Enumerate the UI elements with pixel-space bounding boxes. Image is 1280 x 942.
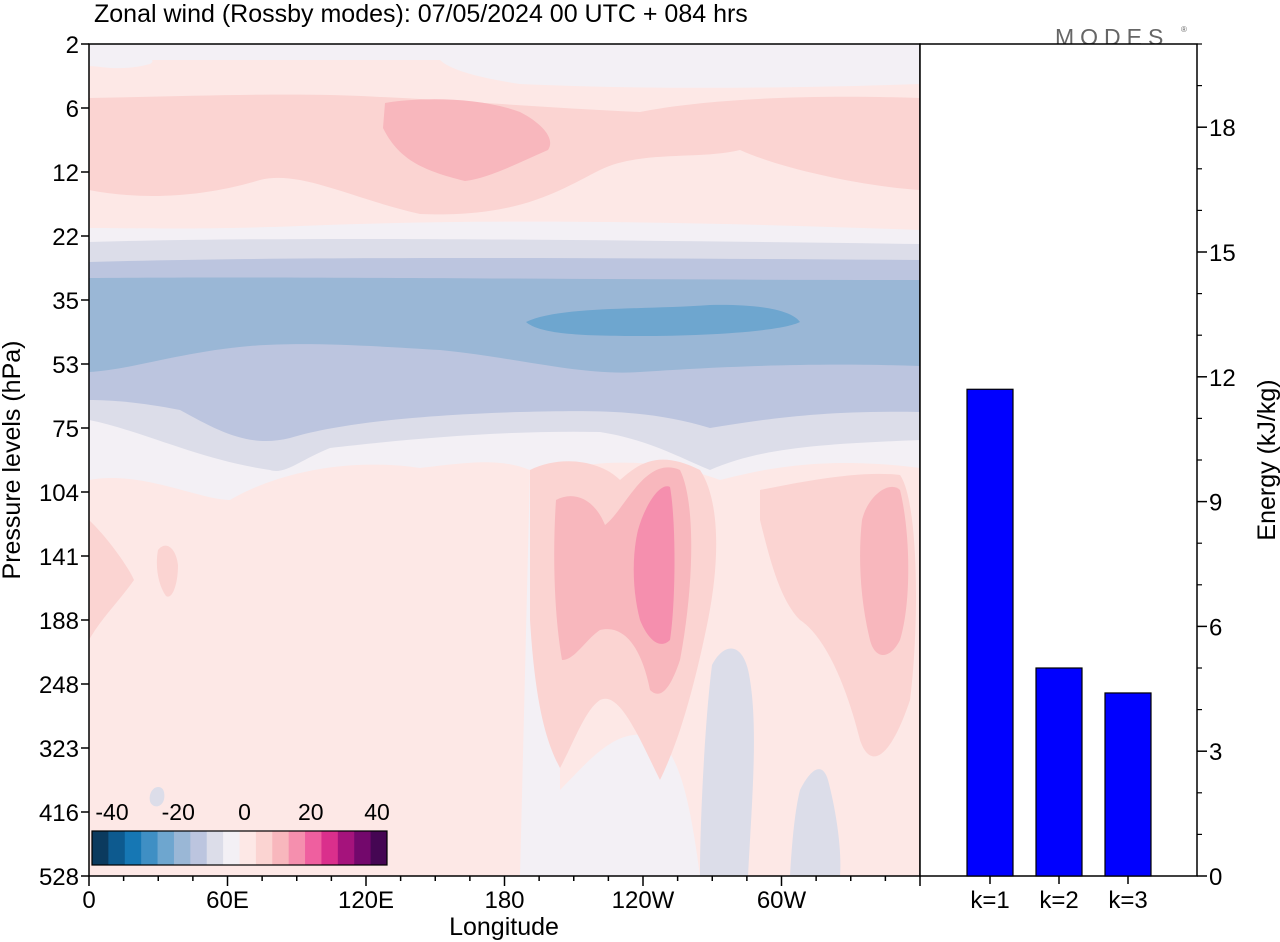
zonal-wind-contour-map [89, 44, 920, 876]
colorbar-swatch [239, 831, 257, 865]
contour-lower-easterly-3 [149, 786, 165, 807]
x-tick-label: 60W [757, 887, 807, 914]
colorbar-swatch [206, 831, 224, 865]
colorbar-swatch [370, 831, 388, 865]
y-tick-label: 35 [52, 288, 79, 315]
colorbar-tick-label: 0 [238, 799, 251, 825]
energy-tick-label: 12 [1209, 365, 1236, 392]
y-tick-label: 22 [52, 224, 79, 251]
contour-top-light [89, 52, 920, 88]
energy-axis: 0 3 6 9 12 15 18 [1197, 43, 1236, 891]
colorbar: -40 -20 0 20 40 [91, 799, 390, 866]
contour-easterly-core [526, 304, 800, 336]
x-tick-label: 60E [206, 887, 249, 914]
y-tick-label: 248 [39, 672, 79, 699]
logo-registered-mark: ® [1181, 25, 1187, 34]
y-tick-label: 416 [39, 800, 79, 827]
x-axis-label: Longitude [449, 913, 559, 941]
energy-axis-label: Energy (kJ/kg) [1253, 379, 1280, 540]
colorbar-swatch [157, 831, 175, 865]
x-tick-label: 120W [612, 887, 675, 914]
y-tick-label: 188 [39, 608, 79, 635]
y-tick-label: 104 [39, 480, 79, 507]
colorbar-swatch [223, 831, 240, 865]
bar-category-label: k=3 [1108, 887, 1147, 914]
contour-westerly-center-core [633, 486, 675, 644]
colorbar-swatch [141, 831, 159, 865]
energy-bars: k=1 k=2 k=3 [966, 388, 1152, 914]
x-tick-label: 180 [484, 887, 524, 914]
y-tick-label: 6 [66, 96, 79, 123]
bar-category-label: k=2 [1039, 887, 1078, 914]
contour-lower-easterly-1 [700, 648, 754, 876]
colorbar-swatch [190, 831, 208, 865]
y-tick-label: 2 [66, 32, 79, 59]
colorbar-tick-label: 40 [364, 799, 390, 825]
energy-bar [1104, 692, 1152, 877]
colorbar-swatch [272, 831, 290, 865]
y-tick-label: 12 [52, 160, 79, 187]
y-tick-label: 141 [39, 544, 79, 571]
y-tick-label: 75 [52, 416, 79, 443]
colorbar-swatch [337, 831, 355, 865]
colorbar-frame [91, 830, 388, 866]
energy-tick-label: 9 [1209, 490, 1222, 517]
y-tick-label: 53 [52, 352, 79, 379]
longitude-axis: 0 60E 120E 180 120W 60W [82, 876, 921, 914]
energy-tick-label: 3 [1209, 739, 1222, 766]
colorbar-swatch [288, 831, 306, 865]
colorbar-swatch [305, 831, 322, 865]
colorbar-tick-label: -20 [162, 799, 195, 825]
colorbar-swatch [108, 831, 126, 865]
colorbar-swatch [173, 831, 191, 865]
contour-upper-westerly-core [383, 99, 551, 181]
y-tick-label: 528 [39, 864, 79, 891]
colorbar-swatch [321, 831, 339, 865]
y-axis-label: Pressure levels (hPa) [0, 341, 26, 580]
energy-tick-label: 18 [1209, 115, 1236, 142]
x-tick-label: 120E [338, 887, 394, 914]
colorbar-swatch [92, 831, 109, 865]
pressure-axis: 2 6 12 22 35 53 75 104 141 188 248 323 416 528 [39, 32, 89, 891]
colorbar-tick-label: 20 [298, 799, 324, 825]
contour-lower-easterly-2 [790, 769, 841, 876]
colorbar-swatch [354, 831, 372, 865]
colorbar-swatch [255, 831, 273, 865]
contour-westerly-west [89, 520, 178, 640]
x-tick-label: 0 [82, 887, 95, 914]
y-tick-label: 323 [39, 736, 79, 763]
energy-tick-label: 15 [1209, 240, 1236, 267]
colorbar-tick-label: -40 [95, 799, 128, 825]
energy-tick-label: 6 [1209, 614, 1222, 641]
energy-bar [966, 388, 1014, 877]
contour-easterly-medium [89, 277, 920, 373]
energy-tick-label: 0 [1209, 864, 1222, 891]
energy-bar [1035, 667, 1083, 877]
colorbar-swatch [124, 831, 142, 865]
contour-westerly-east-core [860, 486, 909, 655]
contour-lower-westerly-weak [89, 462, 530, 876]
chart-title: Zonal wind (Rossby modes): 07/05/2024 00… [94, 0, 748, 28]
bar-category-label: k=1 [970, 887, 1009, 914]
